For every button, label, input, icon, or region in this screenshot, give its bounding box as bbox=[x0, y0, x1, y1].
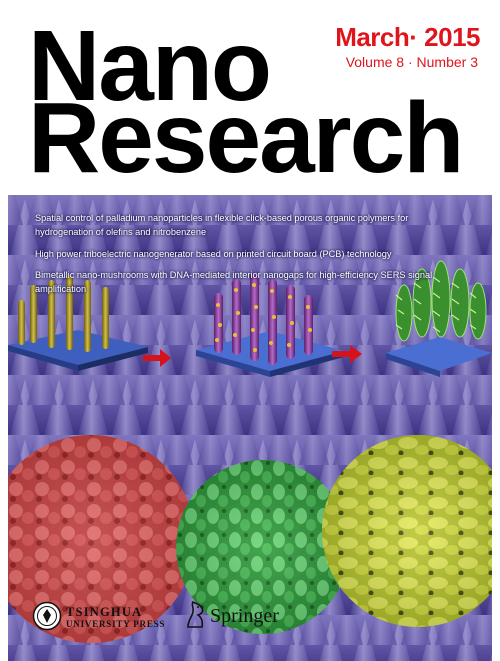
red-micrograph bbox=[8, 435, 195, 643]
journal-title-research: Research bbox=[28, 82, 464, 194]
springer-horse-icon bbox=[187, 600, 204, 628]
publisher-bar: TSINGHUA UNIVERSITY PRESS Springer bbox=[32, 597, 332, 637]
rods-substrate-diagram bbox=[8, 275, 148, 371]
tsinghua-seal-icon bbox=[32, 601, 62, 631]
cover-artwork bbox=[8, 195, 492, 661]
issue-volume-number: Volume 8 · Number 3 bbox=[345, 54, 478, 70]
mushroom-rods-diagram bbox=[386, 260, 492, 377]
arrow-right-icon bbox=[143, 349, 171, 367]
yellow-micrograph bbox=[322, 435, 492, 627]
headline-1: Spatial control of palladium nanoparticl… bbox=[35, 213, 409, 237]
headline-3: Bimetallic nano-mushrooms with DNA-media… bbox=[35, 270, 433, 294]
green-micrograph bbox=[176, 460, 350, 634]
journal-title-nano: Nano bbox=[28, 10, 272, 122]
arrow-right-icon bbox=[332, 345, 362, 363]
tsinghua-name: TSINGHUA bbox=[66, 605, 143, 619]
headline-2: High power triboelectric nanogenerator b… bbox=[35, 249, 392, 259]
cover-headlines: Spatial control of palladium nanoparticl… bbox=[35, 211, 445, 304]
springer-name: Springer bbox=[210, 605, 279, 627]
decorated-rods-diagram bbox=[196, 273, 344, 377]
tsinghua-subtitle: UNIVERSITY PRESS bbox=[66, 619, 166, 629]
cover-illustration bbox=[8, 195, 492, 661]
issue-date: March· 2015 bbox=[335, 22, 480, 52]
